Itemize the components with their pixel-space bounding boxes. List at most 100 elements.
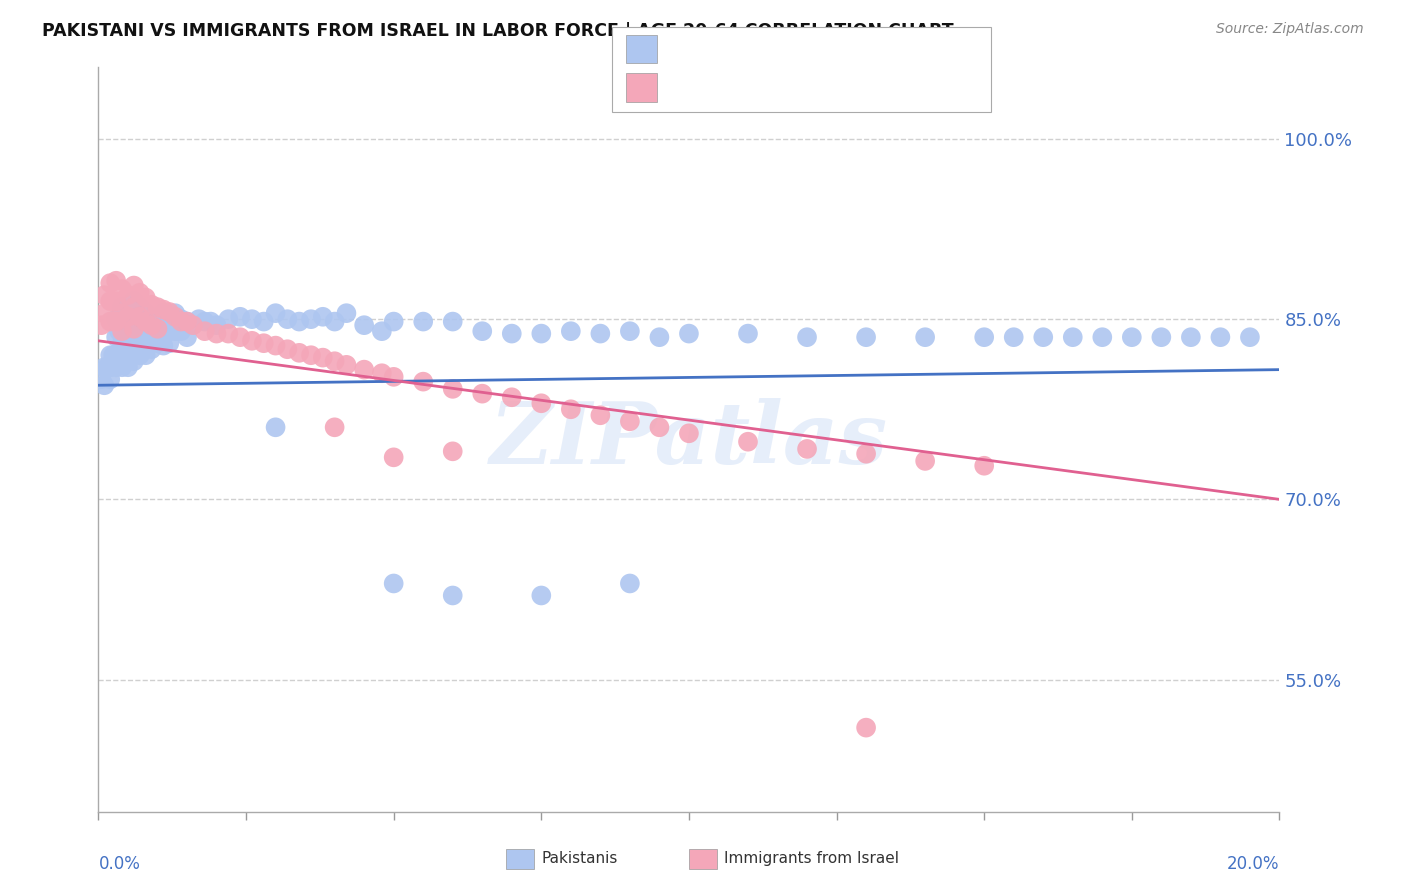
Point: [855, 721, 877, 735]
Point: [619, 414, 641, 428]
Point: [98, 294, 121, 309]
Point: [371, 324, 394, 338]
Point: [441, 589, 464, 603]
Point: [382, 450, 405, 465]
Point: [678, 326, 700, 341]
Point: [111, 318, 134, 333]
Point: [181, 318, 204, 333]
Point: [146, 324, 169, 338]
Point: [1239, 330, 1261, 344]
Point: [90, 318, 112, 333]
Point: [181, 318, 204, 333]
Point: [93, 378, 115, 392]
Point: [152, 302, 174, 317]
Point: [312, 351, 335, 365]
Text: 0.035: 0.035: [706, 40, 758, 58]
Point: [382, 315, 405, 329]
Point: [105, 348, 128, 362]
Text: R =: R =: [668, 78, 704, 96]
Point: [111, 324, 134, 338]
Point: [382, 576, 405, 591]
Point: [1180, 330, 1202, 344]
Point: [205, 318, 228, 333]
Point: [117, 336, 139, 351]
Point: [264, 306, 287, 320]
Point: [122, 278, 145, 293]
Point: [471, 324, 494, 338]
Point: [914, 454, 936, 468]
Point: [128, 330, 150, 344]
Text: Pakistanis: Pakistanis: [541, 852, 617, 866]
Text: Source: ZipAtlas.com: Source: ZipAtlas.com: [1216, 22, 1364, 37]
Point: [157, 324, 180, 338]
Point: [530, 396, 553, 410]
Text: PAKISTANI VS IMMIGRANTS FROM ISRAEL IN LABOR FORCE | AGE 20-64 CORRELATION CHART: PAKISTANI VS IMMIGRANTS FROM ISRAEL IN L…: [42, 22, 953, 40]
Point: [560, 402, 582, 417]
Point: [441, 382, 464, 396]
Point: [117, 324, 139, 338]
Point: [855, 330, 877, 344]
Point: [1150, 330, 1173, 344]
Point: [323, 420, 346, 434]
Point: [117, 288, 139, 302]
Point: [335, 358, 357, 372]
Point: [165, 324, 187, 338]
Point: [146, 336, 169, 351]
Point: [371, 366, 394, 380]
Point: [122, 300, 145, 314]
Point: [187, 312, 209, 326]
Point: [323, 315, 346, 329]
Point: [589, 326, 612, 341]
Point: [98, 315, 121, 329]
Point: [105, 315, 128, 329]
Point: [229, 310, 252, 324]
Point: [128, 285, 150, 300]
Point: [128, 310, 150, 324]
Point: [335, 306, 357, 320]
Point: [146, 312, 169, 326]
Point: [560, 324, 582, 338]
Text: N =: N =: [790, 40, 827, 58]
Point: [312, 310, 335, 324]
Point: [737, 326, 759, 341]
Point: [98, 360, 121, 375]
Point: [264, 420, 287, 434]
Point: [103, 348, 125, 362]
Point: [90, 372, 112, 386]
Point: [98, 348, 121, 362]
Point: [135, 291, 157, 305]
Point: [170, 315, 193, 329]
Point: [176, 315, 198, 329]
Point: [105, 312, 128, 326]
Point: [105, 294, 128, 309]
Point: [194, 315, 217, 329]
Point: [194, 324, 217, 338]
Point: [117, 360, 139, 375]
Text: -0.280: -0.280: [699, 78, 758, 96]
Point: [619, 576, 641, 591]
Point: [253, 336, 276, 351]
Point: [122, 322, 145, 336]
Point: [111, 282, 134, 296]
Point: [170, 312, 193, 326]
Point: [117, 310, 139, 324]
Point: [501, 390, 523, 404]
Text: 66: 66: [835, 78, 858, 96]
Point: [152, 306, 174, 320]
Point: [471, 386, 494, 401]
Point: [165, 306, 187, 320]
Point: [914, 330, 936, 344]
Point: [973, 330, 995, 344]
Point: [353, 362, 375, 376]
Point: [264, 338, 287, 352]
Point: [93, 288, 115, 302]
Text: Immigrants from Israel: Immigrants from Israel: [724, 852, 898, 866]
Point: [111, 306, 134, 320]
Point: [323, 354, 346, 368]
Point: [253, 315, 276, 329]
Point: [530, 589, 553, 603]
Point: [412, 375, 434, 389]
Point: [1121, 330, 1143, 344]
Text: 20.0%: 20.0%: [1227, 855, 1279, 872]
Point: [122, 354, 145, 368]
